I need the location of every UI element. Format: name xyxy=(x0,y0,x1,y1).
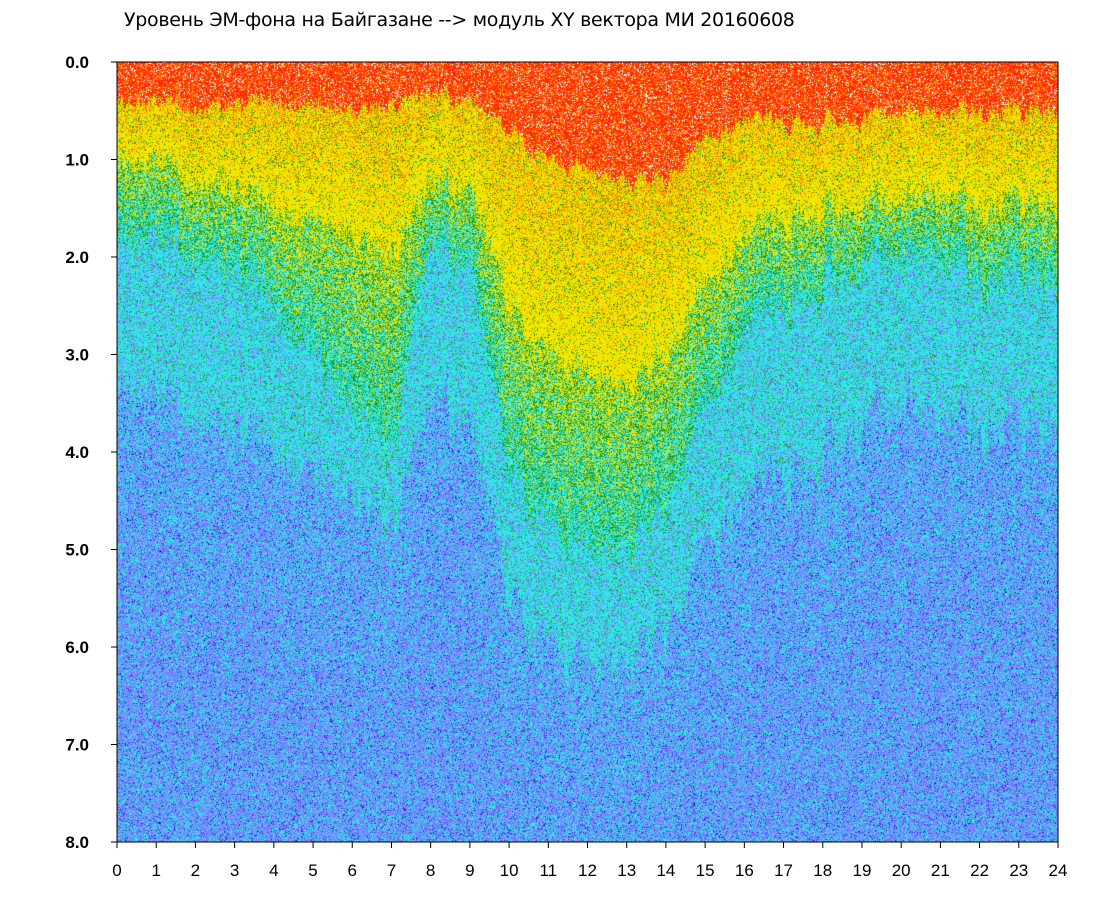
y-tick-label: 5.0 xyxy=(65,541,89,560)
x-tick-label: 18 xyxy=(813,861,832,880)
x-tick-label: 8 xyxy=(426,861,435,880)
x-tick-label: 1 xyxy=(151,861,160,880)
x-tick-label: 16 xyxy=(735,861,754,880)
x-tick-label: 21 xyxy=(931,861,950,880)
x-tick-label: 20 xyxy=(892,861,911,880)
y-axis: 0.0 1.0 2.0 3.0 4.0 5.0 6.0 7.0 8.0 xyxy=(65,53,117,852)
y-tick-label: 7.0 xyxy=(65,736,89,755)
y-tick-label: 6.0 xyxy=(65,638,89,657)
x-tick-label: 23 xyxy=(1009,861,1028,880)
x-tick-label: 4 xyxy=(269,861,278,880)
x-tick-label: 11 xyxy=(539,861,557,880)
y-tick-label: 3.0 xyxy=(65,346,89,365)
x-tick-label: 2 xyxy=(191,861,200,880)
x-tick-label: 12 xyxy=(578,861,597,880)
y-tick-label: 1.0 xyxy=(65,151,89,170)
y-tick-label: 0.0 xyxy=(65,53,89,72)
x-tick-label: 10 xyxy=(500,861,519,880)
x-tick-label: 14 xyxy=(656,861,675,880)
x-tick-label: 15 xyxy=(696,861,715,880)
x-tick-label: 6 xyxy=(348,861,357,880)
x-tick-label: 19 xyxy=(852,861,871,880)
x-tick-label: 3 xyxy=(230,861,239,880)
x-tick-label: 9 xyxy=(465,861,474,880)
chart-title: Уровень ЭМ-фона на Байгазане --> модуль … xyxy=(124,9,795,31)
x-tick-label: 0 xyxy=(112,861,121,880)
heatmap-image xyxy=(117,62,1058,842)
y-tick-label: 2.0 xyxy=(65,248,89,267)
x-tick-label: 22 xyxy=(970,861,989,880)
x-tick-label: 24 xyxy=(1049,861,1068,880)
y-tick-label: 8.0 xyxy=(65,833,89,852)
x-tick-label: 5 xyxy=(308,861,317,880)
x-tick-label: 13 xyxy=(617,861,636,880)
x-tick-label: 17 xyxy=(774,861,793,880)
y-tick-label: 4.0 xyxy=(65,443,89,462)
x-tick-label: 7 xyxy=(387,861,396,880)
x-axis: 0 1 2 3 4 5 6 7 8 9 10 11 12 13 14 15 16 17 18 19 20 21 22 23 24 xyxy=(112,842,1067,880)
